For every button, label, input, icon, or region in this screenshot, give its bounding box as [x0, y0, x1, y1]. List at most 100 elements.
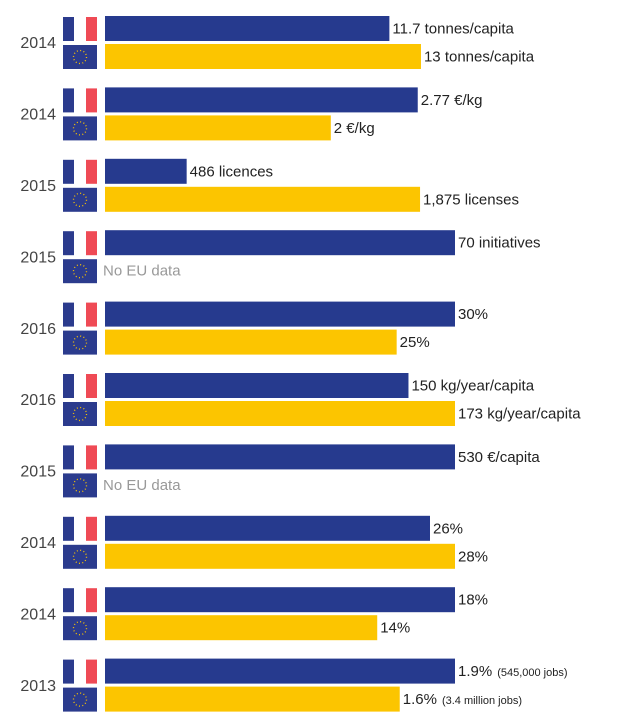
flag-eu: [63, 259, 97, 284]
bar-france: [105, 230, 455, 256]
year-label: 2013: [20, 678, 56, 695]
flag-eu-stars: [72, 49, 88, 65]
flag-fr-white: [74, 659, 86, 684]
year-label: 2016: [20, 321, 56, 338]
flag-fr-red: [86, 588, 97, 613]
bar-france: [105, 301, 455, 327]
bar-france: [105, 373, 409, 398]
value-label: 1.6%: [403, 691, 437, 708]
flag-eu-stars: [72, 264, 88, 279]
flag-fr-red: [86, 159, 97, 184]
flag-eu: [63, 116, 97, 141]
value-label: 18%: [458, 592, 488, 609]
flag-fr-red: [86, 88, 97, 113]
flag-fr-blue: [63, 374, 74, 398]
flag-fr-blue: [63, 445, 74, 470]
value-label: 26%: [433, 520, 463, 537]
flag-fr-blue: [63, 302, 74, 327]
value-note: (3.4 million jobs): [442, 695, 522, 707]
flag-fr-red: [86, 659, 97, 684]
flag-fr-blue: [63, 88, 74, 113]
flag-fr-blue: [63, 659, 74, 684]
flag-fr-blue: [63, 17, 74, 41]
flag-fr-red: [86, 516, 97, 541]
flag-fr-red: [86, 302, 97, 327]
flag-fr-blue: [63, 159, 74, 184]
flag-fr-white: [74, 445, 86, 470]
bar-eu: [105, 401, 455, 426]
year-label: 2014: [20, 535, 56, 552]
year-label: 2015: [20, 178, 56, 195]
flag-fr-white: [74, 231, 86, 256]
bar-france: [105, 444, 455, 470]
bar-france: [105, 515, 430, 541]
flag-eu: [63, 402, 97, 426]
flag-eu-stars: [72, 121, 88, 136]
flag-eu: [63, 616, 97, 641]
flag-fr-red: [86, 231, 97, 256]
flag-fr-white: [74, 88, 86, 113]
value-label: 13 tonnes/capita: [424, 48, 535, 65]
flag-eu: [63, 330, 97, 355]
year-label: 2015: [20, 464, 56, 481]
flag-fr-red: [86, 17, 97, 41]
value-label: 173 kg/year/capita: [458, 405, 581, 422]
year-label: 2016: [20, 392, 56, 409]
flag-eu-stars: [72, 335, 88, 350]
flag-fr-blue: [63, 588, 74, 613]
bar-france: [105, 658, 455, 684]
value-label: 70 initiatives: [458, 235, 541, 252]
flag-eu-stars: [72, 549, 88, 564]
value-label: 14%: [380, 620, 410, 637]
value-label: 486 licences: [190, 163, 273, 180]
year-label: 2014: [20, 606, 56, 623]
no-data-note: No EU data: [103, 477, 181, 494]
year-label: 2014: [20, 35, 56, 52]
value-label: 1,875 licenses: [423, 191, 519, 208]
flag-fr-white: [74, 588, 86, 613]
bar-eu: [105, 329, 397, 355]
flag-fr-white: [74, 516, 86, 541]
bar-eu: [105, 186, 421, 212]
value-label: 150 kg/year/capita: [411, 377, 534, 394]
bar-eu: [105, 44, 421, 69]
flag-fr-white: [74, 159, 86, 184]
year-label: 2015: [20, 249, 56, 266]
flag-eu: [63, 473, 97, 498]
flag-fr-blue: [63, 231, 74, 256]
bar-eu: [105, 686, 400, 712]
flag-fr-red: [86, 445, 97, 470]
value-label: 28%: [458, 548, 488, 565]
flag-fr-white: [74, 374, 86, 398]
bar-france: [105, 158, 187, 184]
bar-eu: [105, 615, 378, 641]
value-note: (545,000 jobs): [497, 667, 567, 679]
value-label: 2 €/kg: [334, 120, 375, 137]
flag-eu-stars: [72, 692, 88, 707]
flag-fr-red: [86, 374, 97, 398]
bar-france: [105, 587, 455, 613]
value-label: 30%: [458, 306, 488, 323]
bar-eu: [105, 115, 331, 141]
flag-eu-stars: [72, 406, 88, 422]
flag-fr-white: [74, 302, 86, 327]
bar-france: [105, 87, 418, 113]
no-data-note: No EU data: [103, 263, 181, 280]
year-label: 2014: [20, 107, 56, 124]
flag-eu-stars: [72, 192, 88, 207]
flag-eu-stars: [72, 478, 88, 493]
bar-france: [105, 16, 390, 41]
flag-eu: [63, 187, 97, 212]
bar-eu: [105, 543, 455, 569]
value-label: 1.9%: [458, 663, 492, 680]
flag-fr-blue: [63, 516, 74, 541]
flag-eu: [63, 45, 97, 69]
flag-eu: [63, 687, 97, 712]
flag-fr-white: [74, 17, 86, 41]
value-label: 25%: [400, 334, 430, 351]
value-label: 530 €/capita: [458, 449, 540, 466]
value-label: 11.7 tonnes/capita: [392, 20, 514, 37]
value-label: 2.77 €/kg: [421, 92, 483, 109]
flag-eu: [63, 544, 97, 569]
